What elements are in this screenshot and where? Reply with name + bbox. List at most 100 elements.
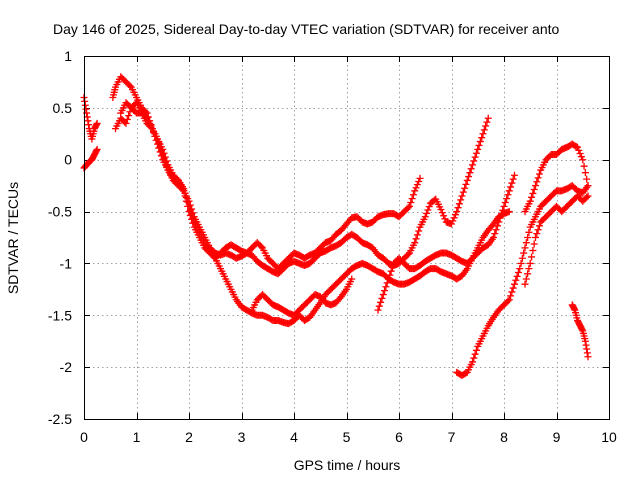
data-point: [512, 276, 520, 284]
data-point: [147, 123, 155, 131]
data-point: [423, 209, 431, 217]
data-point: [525, 228, 533, 236]
data-point: [458, 192, 466, 200]
data-point: [470, 157, 478, 165]
data-point: [526, 259, 534, 267]
data-point: [472, 149, 480, 157]
data-point: [504, 297, 512, 305]
data-point: [163, 157, 171, 165]
data-point: [483, 118, 491, 126]
data-point: [528, 253, 536, 261]
data-point: [476, 138, 484, 146]
data-point: [92, 147, 100, 155]
data-point: [385, 275, 392, 283]
data-point: [581, 169, 589, 177]
data-point: [570, 305, 578, 313]
data-point: [533, 178, 541, 186]
data-point: [348, 275, 356, 283]
data-point: [577, 153, 585, 161]
data-point: [584, 182, 592, 190]
data-point: [189, 214, 197, 222]
data-point: [471, 350, 479, 358]
data-point: [534, 226, 542, 234]
data-point: [440, 212, 448, 220]
data-point: [525, 265, 533, 273]
data-point: [524, 234, 532, 241]
data-point: [453, 208, 461, 216]
y-tick-label: -0.5: [48, 204, 72, 220]
plot-frame: [84, 56, 610, 420]
data-point: [413, 181, 421, 189]
data-point: [572, 142, 580, 150]
data-point: [438, 209, 446, 217]
data-point: [180, 185, 188, 193]
y-axis-label: SDTVAR / TECUs: [5, 182, 21, 294]
data-point: [85, 121, 93, 129]
data-point: [92, 121, 100, 129]
data-point: [184, 198, 192, 206]
data-point: [455, 200, 463, 208]
data-point: [584, 353, 592, 361]
data-point: [535, 222, 543, 230]
data-point: [411, 187, 419, 195]
data-point: [257, 243, 265, 251]
series-track-h: [453, 182, 592, 379]
data-point: [437, 205, 445, 213]
data-point: [584, 192, 592, 200]
data-point: [505, 296, 513, 304]
series-track-b: [80, 145, 101, 172]
data-point: [125, 112, 133, 120]
data-point: [583, 193, 591, 201]
data-point: [459, 188, 467, 196]
series-track-c: [109, 73, 424, 273]
data-point: [580, 162, 588, 170]
data-point: [415, 227, 423, 235]
data-point: [406, 202, 413, 210]
data-point: [382, 283, 390, 291]
data-point: [186, 206, 194, 214]
x-tick-label: 4: [290, 429, 298, 445]
data-point: [467, 165, 475, 173]
data-point: [381, 287, 389, 295]
series-track-d: [117, 99, 492, 278]
data-point: [448, 220, 455, 228]
data-point: [518, 254, 526, 262]
data-point: [493, 222, 501, 230]
data-point: [404, 204, 412, 212]
data-point: [532, 182, 539, 190]
data-point: [123, 116, 131, 124]
data-point: [514, 269, 522, 277]
data-point: [579, 156, 587, 164]
y-tick-label: -2.5: [48, 411, 72, 427]
data-point: [524, 270, 532, 278]
x-tick-label: 3: [238, 429, 246, 445]
x-tick-label: 5: [343, 429, 351, 445]
data-point: [126, 82, 134, 90]
data-point: [185, 202, 193, 210]
series-track-f: [248, 275, 356, 319]
data-point: [583, 175, 591, 183]
data-point: [379, 291, 387, 299]
data-point: [509, 175, 517, 183]
data-point: [441, 215, 449, 223]
data-point: [508, 288, 516, 296]
data-point: [581, 337, 589, 345]
x-tick-label: 0: [80, 429, 88, 445]
data-point: [411, 239, 419, 247]
x-tick-label: 8: [500, 429, 508, 445]
data-point: [470, 354, 478, 362]
y-tick-label: 1: [64, 48, 72, 64]
data-point: [383, 279, 391, 287]
y-tick-label: -2: [60, 359, 73, 375]
data-point: [508, 179, 516, 187]
data-point: [474, 145, 482, 153]
data-point: [375, 302, 383, 310]
series-track-a: [80, 93, 101, 143]
data-point: [521, 280, 529, 288]
data-point: [479, 130, 487, 138]
data-point: [504, 191, 512, 199]
series-track-k: [568, 301, 592, 361]
grid-layer: [84, 56, 609, 419]
x-axis-label: GPS time / hours: [294, 457, 401, 473]
